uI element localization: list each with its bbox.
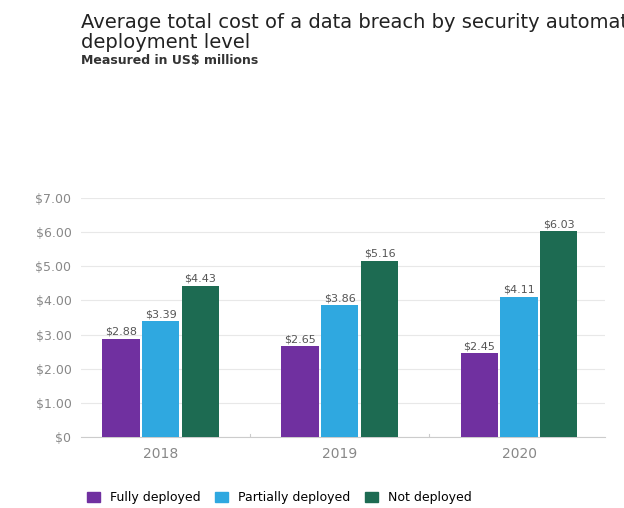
Text: $3.39: $3.39 — [145, 309, 177, 319]
Bar — [281, 346, 319, 437]
Bar — [321, 305, 358, 437]
Bar — [500, 297, 538, 437]
Text: $2.88: $2.88 — [105, 327, 137, 337]
Bar — [461, 354, 498, 437]
Bar — [540, 231, 577, 437]
Text: $6.03: $6.03 — [543, 219, 575, 229]
Text: Average total cost of a data breach by security automation: Average total cost of a data breach by s… — [81, 13, 624, 31]
Text: Measured in US$ millions: Measured in US$ millions — [81, 54, 258, 68]
Text: $4.11: $4.11 — [503, 284, 535, 295]
Bar — [102, 339, 140, 437]
Bar — [361, 261, 398, 437]
Text: $2.45: $2.45 — [463, 341, 495, 351]
Bar — [182, 286, 219, 437]
Bar — [142, 321, 179, 437]
Text: $2.65: $2.65 — [284, 334, 316, 344]
Text: $4.43: $4.43 — [185, 274, 217, 284]
Legend: Fully deployed, Partially deployed, Not deployed: Fully deployed, Partially deployed, Not … — [82, 486, 476, 508]
Text: $5.16: $5.16 — [364, 249, 396, 259]
Text: $3.86: $3.86 — [324, 293, 356, 303]
Text: deployment level: deployment level — [81, 33, 250, 52]
